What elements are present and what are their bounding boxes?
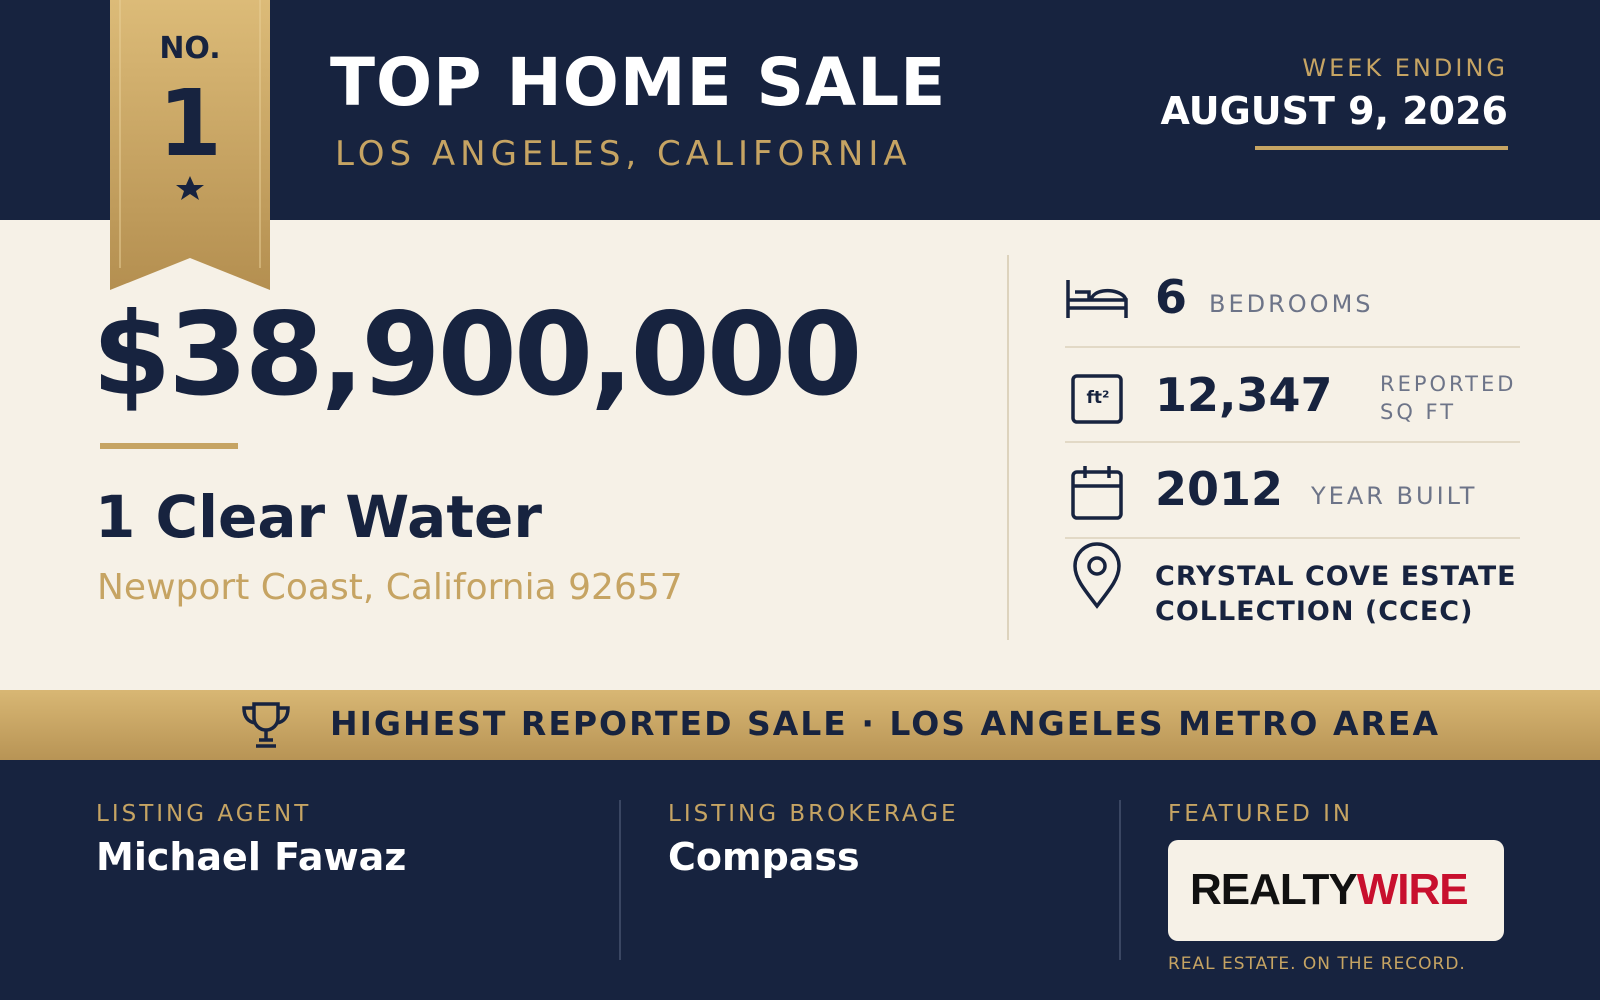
divider	[1007, 255, 1009, 640]
price: $38,900,000	[92, 288, 863, 421]
year-value: 2012	[1155, 462, 1284, 516]
banner-text: HIGHEST REPORTED SALE · LOS ANGELES METR…	[330, 704, 1441, 743]
footer-divider	[1119, 800, 1121, 960]
row-divider	[1065, 537, 1520, 539]
agent-label: LISTING AGENT	[96, 801, 312, 827]
year-label: YEAR BUILT	[1311, 482, 1478, 510]
footer-divider	[619, 800, 621, 960]
location: LOS ANGELES, CALIFORNIA	[335, 134, 912, 174]
address: 1 Clear Water	[95, 483, 542, 551]
area-value: 12,347	[1155, 368, 1333, 422]
price-underline	[100, 443, 238, 449]
community: CRYSTAL COVE ESTATE	[1155, 561, 1517, 592]
row-divider	[1065, 441, 1520, 443]
agent: Michael Fawaz	[96, 835, 407, 879]
title: TOP HOME SALE	[330, 44, 947, 121]
week-label: WEEK ENDING	[1302, 54, 1508, 82]
brokerage: Compass	[668, 835, 860, 879]
area-label: REPORTED	[1380, 372, 1517, 396]
row-divider	[1065, 346, 1520, 348]
trophy-icon	[242, 702, 290, 748]
tagline: REAL ESTATE. ON THE RECORD.	[1168, 954, 1466, 974]
ribbon	[110, 0, 270, 290]
featured-label: FEATURED IN	[1168, 801, 1354, 827]
area-label: SQ FT	[1380, 400, 1457, 424]
sqft-icon: ft²	[1086, 388, 1110, 408]
ribbon-label: NO.	[159, 31, 221, 66]
logo-part: REALTY	[1190, 865, 1358, 914]
brokerage-label: LISTING BROKERAGE	[668, 801, 959, 827]
community: COLLECTION (CCEC)	[1155, 596, 1474, 627]
ribbon-rank: 1	[157, 70, 222, 177]
detail-icons	[1066, 280, 1128, 609]
bedrooms-value: 6	[1155, 270, 1188, 324]
week-date: AUGUST 9, 2026	[1160, 89, 1508, 133]
city: Newport Coast, California 92657	[97, 567, 683, 608]
logo: REALTYWIRE	[1190, 865, 1469, 914]
banner-band	[0, 690, 1600, 760]
logo-part: WIRE	[1356, 865, 1469, 914]
logo-box	[1168, 840, 1504, 941]
date-underline	[1255, 146, 1508, 150]
bedrooms-label: BEDROOMS	[1209, 290, 1374, 318]
